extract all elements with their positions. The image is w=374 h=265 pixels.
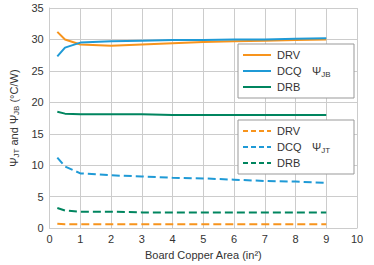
svg-text:4: 4 bbox=[170, 233, 176, 245]
svg-text:Ψ: Ψ bbox=[312, 141, 321, 153]
svg-text:5: 5 bbox=[200, 233, 206, 245]
svg-text:DRV: DRV bbox=[277, 125, 301, 137]
svg-text:10: 10 bbox=[31, 159, 43, 171]
svg-text:and Ψ: and Ψ bbox=[8, 115, 20, 149]
svg-text:15: 15 bbox=[31, 128, 43, 140]
svg-text:JT: JT bbox=[12, 148, 21, 157]
svg-text:Ψ: Ψ bbox=[312, 65, 321, 77]
svg-text:8: 8 bbox=[292, 233, 298, 245]
svg-text:20: 20 bbox=[31, 96, 43, 108]
svg-text:JB: JB bbox=[12, 106, 21, 115]
svg-text:DRV: DRV bbox=[277, 49, 301, 61]
svg-text:35: 35 bbox=[31, 2, 43, 14]
svg-text:25: 25 bbox=[31, 65, 43, 77]
svg-text:Ψ: Ψ bbox=[8, 157, 20, 166]
svg-text:9: 9 bbox=[323, 233, 329, 245]
svg-text:0: 0 bbox=[38, 222, 44, 234]
svg-text:DCQ: DCQ bbox=[277, 141, 302, 153]
svg-text:(°C/W): (°C/W) bbox=[8, 69, 20, 105]
svg-text:3: 3 bbox=[139, 233, 145, 245]
svg-text:JT: JT bbox=[321, 146, 330, 155]
svg-text:DRB: DRB bbox=[277, 157, 300, 169]
svg-text:2: 2 bbox=[108, 233, 114, 245]
svg-text:0: 0 bbox=[47, 233, 53, 245]
svg-text:5: 5 bbox=[38, 191, 44, 203]
svg-text:JB: JB bbox=[321, 70, 330, 79]
svg-text:1: 1 bbox=[77, 233, 83, 245]
svg-text:Board Copper Area (in²): Board Copper Area (in²) bbox=[145, 249, 262, 261]
svg-text:10: 10 bbox=[351, 233, 363, 245]
svg-text:DRB: DRB bbox=[277, 81, 300, 93]
svg-text:7: 7 bbox=[262, 233, 268, 245]
svg-text:6: 6 bbox=[231, 233, 237, 245]
svg-text:DCQ: DCQ bbox=[277, 65, 302, 77]
svg-text:30: 30 bbox=[31, 33, 43, 45]
